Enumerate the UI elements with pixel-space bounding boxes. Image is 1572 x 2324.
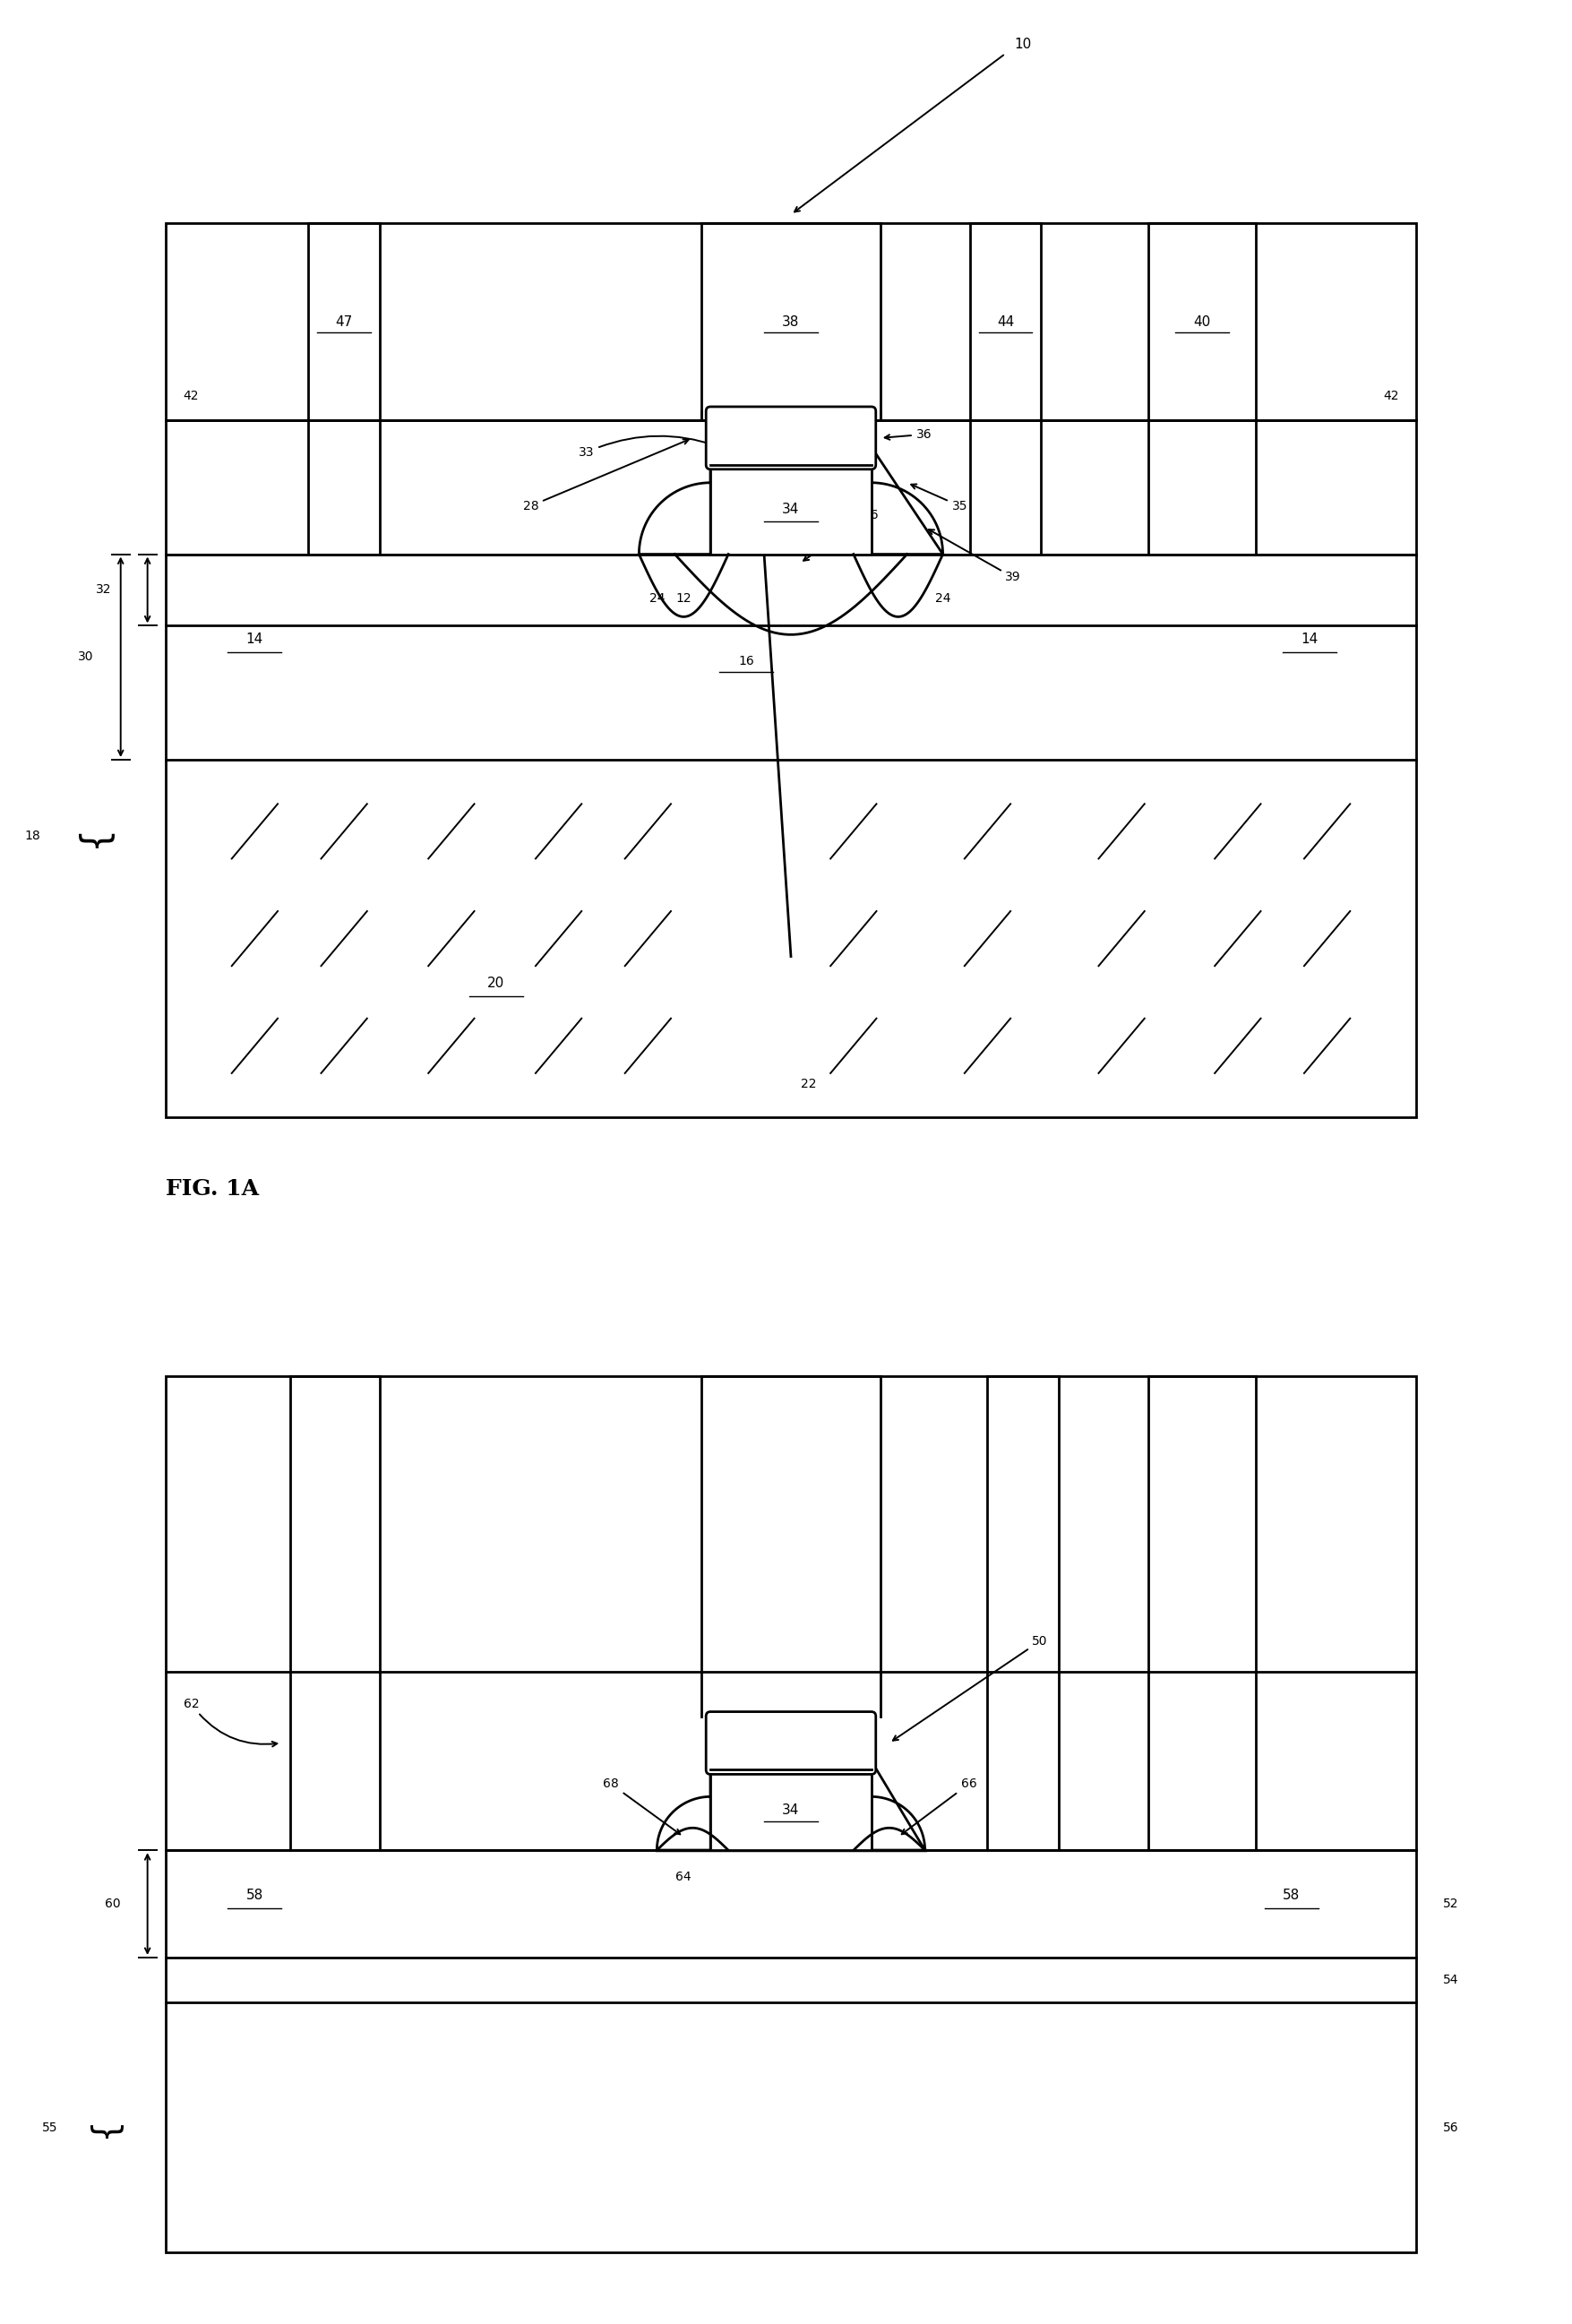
Text: 32: 32 (96, 583, 112, 597)
Text: 30: 30 (79, 651, 94, 662)
Polygon shape (657, 1762, 711, 1850)
Text: 44: 44 (997, 316, 1014, 328)
Text: 16: 16 (737, 655, 753, 667)
Text: 34: 34 (781, 502, 799, 516)
Text: 24: 24 (649, 593, 665, 604)
Text: 39: 39 (929, 530, 1020, 583)
Text: 42: 42 (1382, 390, 1398, 402)
Text: 58: 58 (1283, 1887, 1298, 1901)
Polygon shape (638, 446, 711, 553)
Text: 36: 36 (883, 428, 931, 442)
Text: 66: 66 (901, 1778, 976, 1834)
Text: FIG. 1A: FIG. 1A (165, 1178, 258, 1199)
Bar (165, 223, 1416, 1118)
Text: 58: 58 (245, 1887, 263, 1901)
Text: 42: 42 (182, 390, 198, 402)
Text: 24: 24 (934, 593, 949, 604)
Text: 33: 33 (578, 437, 715, 458)
Text: 26: 26 (803, 509, 877, 560)
Text: {: { (86, 2117, 119, 2138)
Bar (711, 465, 871, 553)
Text: 56: 56 (1443, 2122, 1459, 2133)
Text: 55: 55 (42, 2122, 58, 2133)
Text: 64: 64 (676, 1871, 692, 1882)
Text: 34: 34 (781, 1803, 799, 1817)
Text: 52: 52 (1443, 1899, 1459, 1910)
Text: 12: 12 (676, 593, 692, 604)
Text: 35: 35 (910, 483, 967, 511)
Text: 54: 54 (1443, 1973, 1459, 1987)
FancyBboxPatch shape (706, 1713, 876, 1773)
Bar (711, 1771, 871, 1850)
Polygon shape (871, 1762, 924, 1850)
Text: 14: 14 (245, 632, 263, 646)
Text: 22: 22 (800, 1078, 816, 1090)
Polygon shape (871, 446, 942, 553)
Text: 38: 38 (781, 316, 799, 328)
Text: 60: 60 (105, 1899, 121, 1910)
Text: 50: 50 (893, 1634, 1047, 1741)
Text: 62: 62 (182, 1697, 277, 1748)
Text: 40: 40 (1193, 316, 1210, 328)
Text: 28: 28 (522, 439, 689, 511)
Text: 68: 68 (604, 1778, 679, 1834)
Text: 18: 18 (24, 830, 41, 841)
Text: 10: 10 (1014, 37, 1031, 51)
Text: 47: 47 (335, 316, 352, 328)
Text: 20: 20 (487, 976, 505, 990)
Text: 14: 14 (1300, 632, 1317, 646)
FancyBboxPatch shape (706, 407, 876, 469)
Bar (165, 1376, 1416, 2252)
Text: {: { (75, 825, 113, 848)
